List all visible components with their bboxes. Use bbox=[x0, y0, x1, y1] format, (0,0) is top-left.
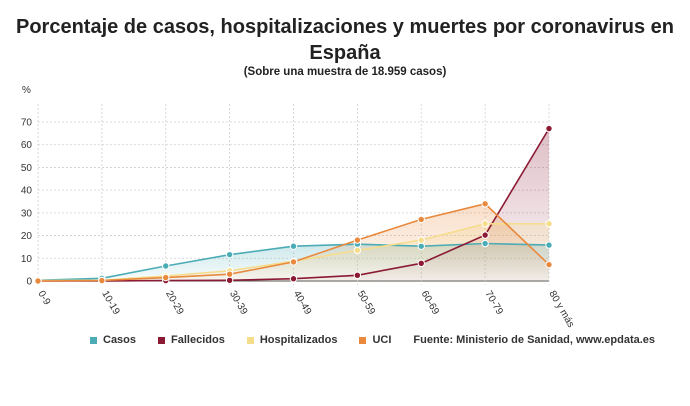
point-fallecidos[interactable] bbox=[545, 124, 553, 133]
point-uci[interactable] bbox=[162, 273, 170, 282]
chart-title: Porcentaje de casos, hospitalizaciones y… bbox=[0, 14, 690, 66]
point-hospitalizados[interactable] bbox=[481, 220, 489, 228]
legend-item-uci[interactable]: UCI bbox=[359, 334, 391, 346]
legend-label: Hospitalizados bbox=[259, 334, 338, 346]
legend-swatch bbox=[158, 336, 166, 344]
y-tick-label: 70 bbox=[21, 118, 33, 129]
point-fallecidos[interactable] bbox=[225, 276, 234, 285]
chart-title-line-1: Porcentaje de casos, hospitalizaciones y… bbox=[15, 16, 674, 38]
point-uci[interactable] bbox=[289, 258, 298, 266]
x-tick-label: 50-59 bbox=[355, 289, 378, 317]
legend-label: Casos bbox=[103, 334, 137, 346]
series-points bbox=[34, 124, 553, 285]
x-tick-label: 20-29 bbox=[163, 289, 186, 317]
point-uci[interactable] bbox=[481, 200, 489, 208]
point-uci[interactable] bbox=[417, 215, 425, 224]
legend-item-fallecidos[interactable]: Fallecidos bbox=[158, 334, 225, 346]
y-tick-label: 30 bbox=[21, 208, 33, 219]
legend: Casos Fallecidos Hospitalizados UCI Fuen… bbox=[90, 334, 655, 346]
legend-swatch bbox=[359, 336, 367, 344]
point-casos[interactable] bbox=[545, 241, 553, 249]
point-uci[interactable] bbox=[545, 260, 553, 269]
point-uci[interactable] bbox=[34, 277, 42, 285]
x-tick-label: 10-19 bbox=[99, 289, 122, 317]
point-hospitalizados[interactable] bbox=[417, 236, 425, 244]
legend-label: UCI bbox=[372, 334, 392, 346]
point-hospitalizados[interactable] bbox=[353, 246, 362, 255]
point-hospitalizados[interactable] bbox=[545, 220, 553, 228]
y-tick-label: 60 bbox=[21, 140, 33, 151]
point-fallecidos[interactable] bbox=[289, 275, 298, 283]
x-tick-label: 70-79 bbox=[483, 289, 506, 317]
point-casos[interactable] bbox=[417, 242, 425, 250]
y-tick-labels: 0 10 20 30 40 50 60 70 bbox=[21, 118, 33, 288]
x-tick-label: 40-49 bbox=[291, 289, 314, 317]
legend-label: Fallecidos bbox=[171, 334, 225, 346]
chart-title-line-2: España bbox=[309, 42, 381, 64]
x-tick-label: 80 y más bbox=[546, 289, 576, 330]
x-tick-label: 30-39 bbox=[227, 289, 250, 317]
point-fallecidos[interactable] bbox=[353, 271, 362, 280]
y-tick-label: 0 bbox=[26, 277, 32, 288]
y-tick-label: 10 bbox=[21, 254, 33, 265]
legend-swatch bbox=[90, 336, 97, 344]
point-uci[interactable] bbox=[98, 276, 106, 285]
x-tick-label: 60-69 bbox=[419, 289, 442, 317]
x-tick-label: 0-9 bbox=[35, 289, 52, 307]
y-tick-label: 50 bbox=[21, 163, 33, 174]
point-uci[interactable] bbox=[353, 236, 362, 244]
source-note: Fuente: Ministerio de Sanidad, www.epdat… bbox=[413, 334, 656, 346]
x-tick-labels: 0-9 10-19 20-29 30-39 40-49 50-59 60-69 70-79 80… bbox=[35, 289, 576, 330]
point-casos[interactable] bbox=[225, 250, 234, 259]
point-casos[interactable] bbox=[481, 239, 489, 248]
chart-subtitle: (Sobre una muestra de 18.959 casos) bbox=[243, 66, 447, 78]
point-uci[interactable] bbox=[225, 270, 234, 278]
point-fallecidos[interactable] bbox=[481, 231, 489, 239]
y-tick-label: 40 bbox=[21, 186, 33, 197]
point-casos[interactable] bbox=[162, 262, 170, 270]
legend-item-hospitalizados[interactable]: Hospitalizados bbox=[246, 334, 338, 346]
y-axis-label: % bbox=[22, 85, 31, 96]
legend-item-casos[interactable]: Casos bbox=[90, 334, 136, 346]
y-tick-label: 20 bbox=[21, 231, 33, 242]
area-uci bbox=[38, 203, 549, 281]
legend-swatch bbox=[246, 336, 254, 344]
point-fallecidos[interactable] bbox=[417, 259, 425, 267]
point-casos[interactable] bbox=[289, 242, 298, 250]
